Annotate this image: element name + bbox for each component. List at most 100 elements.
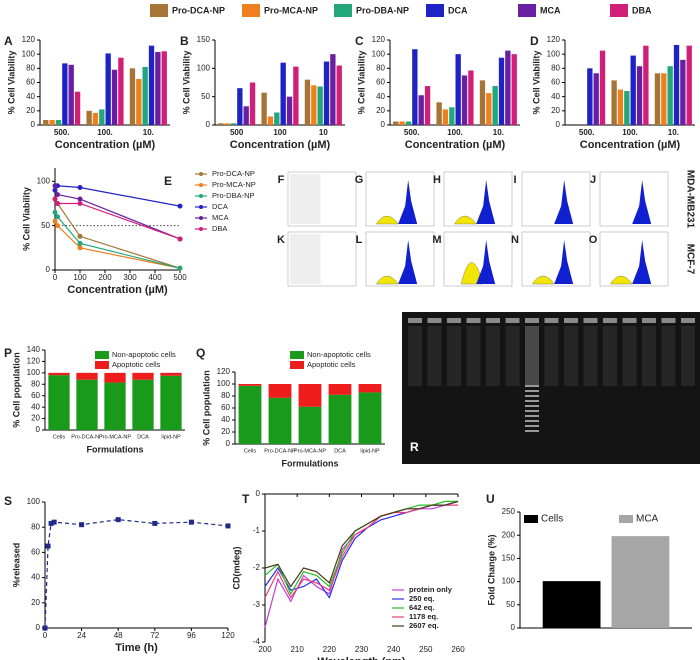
x-tick-label: 10. xyxy=(493,128,504,137)
x-tick-label: 100. xyxy=(97,128,113,137)
bar xyxy=(643,45,649,125)
legend-label: DCA xyxy=(448,5,468,15)
series-line xyxy=(54,212,181,269)
legend-label: Apoptotic cells xyxy=(112,360,161,369)
x-axis-label: Concentration (µM) xyxy=(405,139,506,151)
gel-well xyxy=(622,318,637,323)
bar xyxy=(161,51,167,126)
bar-segment xyxy=(328,384,352,395)
series-line xyxy=(264,500,459,588)
bar xyxy=(74,91,81,125)
y-tick-label: -4 xyxy=(253,637,261,646)
gel-smear xyxy=(583,326,598,386)
series-line xyxy=(54,185,181,207)
legend-label: 642 eq. xyxy=(409,603,434,612)
gel-band xyxy=(525,430,539,432)
legend-label: DCA xyxy=(212,202,228,211)
x-axis-label: Concentration (µM) xyxy=(67,284,168,296)
y-tick-label: 100 xyxy=(27,497,41,506)
y-tick-label: 60 xyxy=(221,403,230,412)
x-tick-label: 100 xyxy=(73,273,87,282)
legend-swatch xyxy=(524,515,538,523)
y-tick-label: 40 xyxy=(31,402,40,411)
bar xyxy=(142,66,148,125)
cell-line-label: MDA-MB231 xyxy=(684,170,695,229)
point xyxy=(77,240,83,246)
y-tick-label: 150 xyxy=(197,35,211,44)
panel-label: J xyxy=(590,174,596,186)
x-tick-label: 120 xyxy=(221,631,235,640)
x-axis-label: Formulations xyxy=(86,444,143,454)
point xyxy=(177,236,183,242)
point xyxy=(52,218,58,224)
bar xyxy=(630,55,636,126)
bar xyxy=(323,61,330,125)
y-axis-label: % Cell Viability xyxy=(181,51,191,115)
bar xyxy=(274,112,280,125)
x-tick-label: Cells xyxy=(244,448,256,454)
point xyxy=(177,203,183,209)
bar xyxy=(505,50,511,125)
y-tick-label: 80 xyxy=(26,63,35,72)
x-axis-label: Wavelength (nm) xyxy=(317,656,406,660)
y-tick-label: 0 xyxy=(256,489,261,498)
bar xyxy=(280,62,286,125)
legend-swatch xyxy=(95,361,109,369)
flow-frame xyxy=(599,171,669,227)
legend-marker xyxy=(199,205,203,209)
x-tick-label: 72 xyxy=(150,631,159,640)
bar-segment xyxy=(76,372,98,380)
legend-label: MCA xyxy=(636,514,659,525)
y-axis-label: % Cell Viability xyxy=(6,51,16,115)
panel-label: H xyxy=(433,174,441,186)
flow-frame xyxy=(521,231,591,287)
y-tick-label: 60 xyxy=(31,391,40,400)
y-tick-label: 60 xyxy=(551,78,560,87)
bar xyxy=(393,121,399,125)
bar-segment xyxy=(160,372,182,376)
x-tick-label: Cells xyxy=(53,434,65,440)
legend-swatch xyxy=(619,515,633,523)
x-tick-label: 200 xyxy=(98,273,112,282)
legend-marker xyxy=(199,172,203,176)
bar xyxy=(330,54,336,125)
gel-well xyxy=(427,318,442,323)
bar-segment xyxy=(328,394,352,444)
gel-band xyxy=(525,385,539,387)
legend-label: Cells xyxy=(541,514,563,525)
gel-well xyxy=(525,318,539,323)
bar xyxy=(511,54,517,125)
y-axis-label: % Cell Viability xyxy=(356,51,366,115)
x-axis-label: Time (h) xyxy=(115,642,158,654)
bar-segment xyxy=(160,375,182,430)
bar xyxy=(542,581,601,628)
legend-marker xyxy=(199,194,203,198)
gel-well xyxy=(661,318,676,323)
bar xyxy=(686,45,692,125)
legend-marker xyxy=(199,216,203,220)
flow-frame xyxy=(365,231,435,287)
bar xyxy=(636,66,643,125)
bar xyxy=(442,109,449,125)
flow-peak xyxy=(554,180,574,224)
x-tick-label: 500. xyxy=(54,128,70,137)
y-tick-label: 100 xyxy=(22,49,36,58)
legend-marker xyxy=(199,227,203,231)
gel-band xyxy=(525,395,539,397)
bar xyxy=(261,92,267,125)
y-tick-label: -1 xyxy=(253,526,261,535)
bar xyxy=(673,44,680,126)
x-axis-label: Formulations xyxy=(281,458,338,468)
x-tick-label: DCA xyxy=(334,448,346,454)
y-tick-label: 80 xyxy=(376,63,385,72)
bar xyxy=(148,45,155,125)
y-axis-label: %released xyxy=(11,543,21,588)
series-line xyxy=(264,504,458,599)
gel-band xyxy=(525,390,539,392)
y-axis-label: % Cell Viability xyxy=(531,51,541,115)
gel-smear xyxy=(642,326,656,386)
y-tick-label: 120 xyxy=(547,35,561,44)
legend-swatch xyxy=(518,4,536,17)
bar xyxy=(118,57,124,126)
y-tick-label: 100 xyxy=(372,49,386,58)
